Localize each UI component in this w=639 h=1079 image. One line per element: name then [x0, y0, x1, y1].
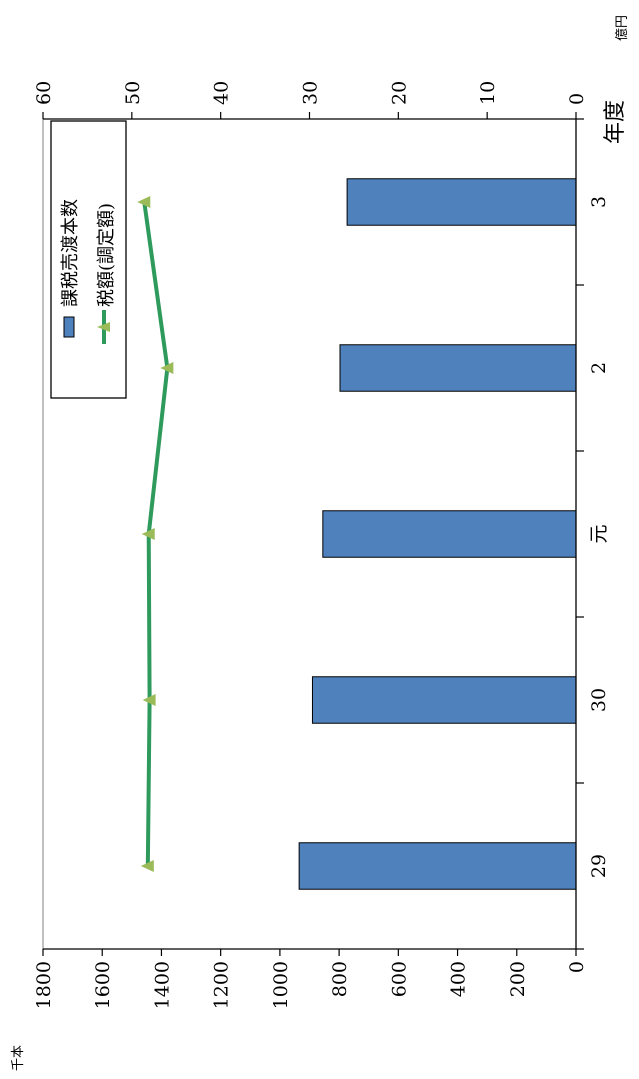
right-tick-label: 0	[566, 93, 588, 105]
legend-bar-label: 課税売渡本数	[60, 199, 81, 307]
left-tick-label: 600	[388, 961, 410, 997]
left-tick-label: 1800	[33, 961, 55, 1009]
legend: 課税売渡本数 税額(調定額)	[50, 120, 127, 399]
left-tick-label: 1000	[270, 961, 292, 1009]
right-tick-label: 10	[477, 81, 499, 105]
bar-2	[339, 344, 577, 392]
legend-bar-swatch	[63, 316, 75, 338]
x-axis-title: 年度	[603, 100, 628, 144]
tax-marker-元	[141, 528, 155, 540]
legend-line-label: 税額(調定額)	[96, 203, 117, 307]
category-tick-label: 3	[588, 196, 610, 208]
category-axis-ticks: 29 30 元 2 3	[576, 118, 610, 950]
line-series	[137, 196, 174, 872]
left-axis-ticks: 0 200 400 600 800 1000 1200 1400 1600 1800	[33, 949, 588, 1009]
category-tick-label: 29	[588, 854, 610, 878]
left-tick-label: 400	[448, 961, 470, 997]
bar-series	[298, 178, 577, 890]
tax-marker-2	[160, 362, 174, 374]
right-tick-label: 40	[211, 81, 233, 105]
left-tick-label: 0	[566, 961, 588, 973]
bar-元	[322, 510, 577, 558]
left-tick-label: 1200	[211, 961, 233, 1009]
category-tick-label: 2	[588, 362, 610, 374]
tax-marker-30	[142, 694, 156, 706]
bar-3	[346, 178, 577, 226]
right-axis-unit: 億円	[614, 15, 630, 41]
category-tick-label: 元	[588, 524, 610, 543]
right-tick-label: 30	[300, 81, 322, 105]
left-axis-unit: 千本	[11, 1045, 26, 1071]
left-tick-label: 1600	[92, 961, 114, 1009]
bar-30	[311, 676, 577, 724]
category-tick-label: 30	[588, 688, 610, 712]
tax-marker-29	[140, 860, 154, 872]
right-axis-ticks: 0 10 20 30 40 50 60	[33, 81, 588, 119]
tax-marker-3	[137, 196, 151, 208]
right-tick-label: 50	[122, 81, 144, 105]
left-tick-label: 200	[507, 961, 529, 997]
left-tick-label: 800	[329, 961, 351, 997]
legend-box	[50, 120, 127, 399]
right-tick-label: 60	[33, 81, 55, 105]
bar-29	[298, 842, 577, 890]
legend-line-marker	[97, 322, 110, 332]
right-tick-label: 20	[388, 81, 410, 105]
left-tick-label: 1400	[151, 961, 173, 1009]
